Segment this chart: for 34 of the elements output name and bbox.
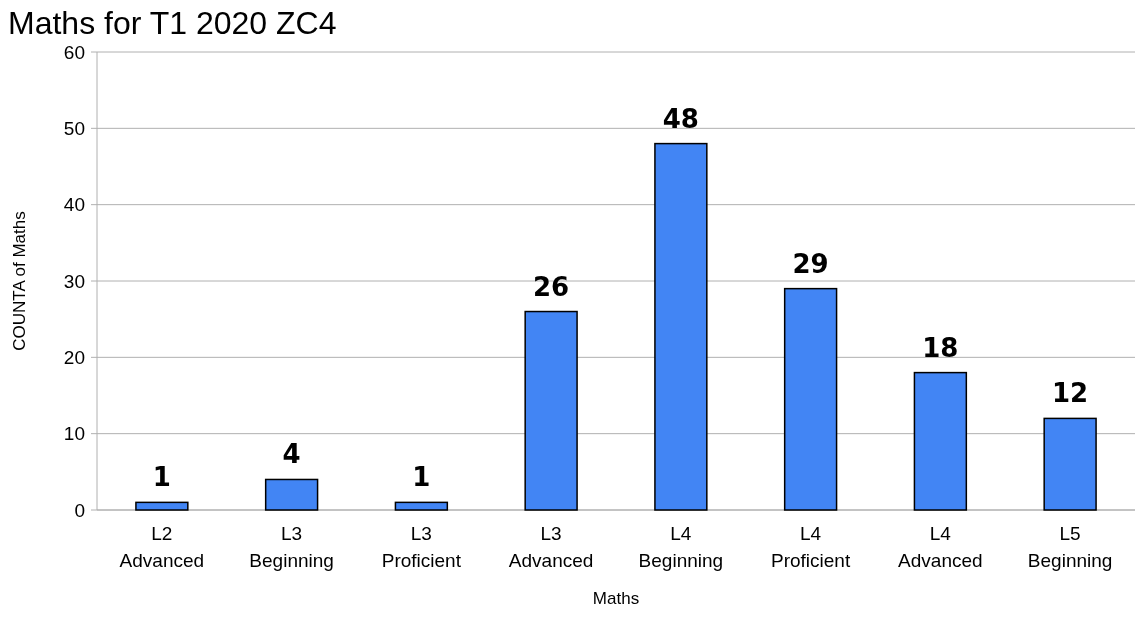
bar [394, 501, 449, 511]
x-tick-label: L4 Beginning [638, 523, 724, 571]
x-tick-label: L3 Beginning [249, 523, 334, 571]
data-label: 29 [792, 248, 829, 279]
data-label: 1 [152, 462, 171, 493]
data-label: 18 [922, 332, 959, 363]
x-tick-label: L3 Advanced [508, 523, 594, 571]
y-tick-label: 20 [63, 346, 85, 368]
y-axis-title: COUNTA of Maths [10, 211, 29, 351]
bar [913, 371, 968, 511]
x-tick-label: L4 Proficient [771, 523, 851, 571]
bar [654, 142, 708, 511]
bar [783, 287, 838, 511]
x-tick-label: L4 Advanced [898, 523, 983, 571]
chart-title: Maths for T1 2020 ZC4 [8, 5, 337, 41]
y-tick-label: 60 [63, 41, 85, 63]
x-axis-title: Maths [592, 589, 640, 608]
data-label: 26 [533, 271, 570, 302]
y-tick-label: 10 [63, 423, 85, 445]
y-tick-label: 0 [74, 499, 85, 521]
data-label: 12 [1052, 378, 1089, 409]
y-tick-label: 50 [63, 117, 85, 139]
y-tick-label: 30 [63, 270, 85, 292]
data-label: 1 [412, 462, 431, 493]
bar [1043, 417, 1097, 511]
data-label: 48 [662, 103, 699, 134]
data-label: 4 [282, 439, 301, 470]
y-tick-label: 40 [63, 194, 85, 216]
bar [264, 478, 319, 511]
x-tick-label: L2 Advanced [119, 523, 205, 571]
bar [524, 310, 578, 511]
x-tick-label: L5 Beginning [1027, 523, 1113, 571]
x-tick-label: L3 Proficient [381, 523, 462, 571]
bar [135, 501, 189, 511]
